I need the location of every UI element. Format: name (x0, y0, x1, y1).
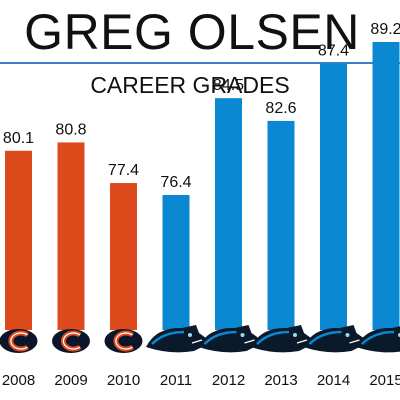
bears-logo-icon (0, 329, 38, 353)
page-title: GREG OLSEN (24, 4, 360, 60)
bar-2008 (5, 150, 32, 330)
year-label-2014: 2014 (317, 372, 350, 389)
bar-2014 (320, 63, 347, 330)
bar-2010 (110, 183, 137, 330)
year-label-2012: 2012 (212, 372, 245, 389)
data-label-2012: 84.5 (213, 77, 244, 94)
bar-2015 (372, 42, 400, 330)
year-label-2015: 2015 (369, 372, 400, 389)
data-label-2009: 80.8 (55, 121, 86, 138)
panthers-logo-icon (146, 325, 206, 353)
data-label-2010: 77.4 (108, 162, 139, 179)
panthers-logo-icon (356, 326, 400, 353)
bears-logo-icon (52, 329, 90, 353)
data-label-2011: 76.4 (160, 174, 191, 191)
title-area: GREG OLSEN (0, 0, 400, 62)
title-divider (0, 62, 400, 64)
year-label-2013: 2013 (264, 372, 297, 389)
chart-subtitle: CAREER GRADES (90, 72, 290, 98)
data-label-2015: 89.2 (370, 21, 400, 38)
bar-2011 (162, 195, 190, 330)
year-label-2011: 2011 (160, 372, 192, 389)
panthers-logo-icon (198, 325, 259, 353)
year-label-2008: 2008 (2, 372, 35, 389)
bears-logo-icon (104, 329, 143, 353)
data-label-2014: 87.4 (318, 43, 349, 60)
year-label-2010: 2010 (107, 372, 140, 389)
bar-2009 (57, 142, 85, 330)
bar-2013 (267, 120, 295, 330)
data-label-2013: 82.6 (265, 100, 296, 117)
panthers-logo-icon (303, 325, 364, 353)
year-label-2009: 2009 (54, 372, 87, 389)
data-label-2008: 80.1 (3, 130, 34, 147)
bar-2012 (215, 98, 242, 330)
panthers-logo-icon (251, 325, 311, 353)
